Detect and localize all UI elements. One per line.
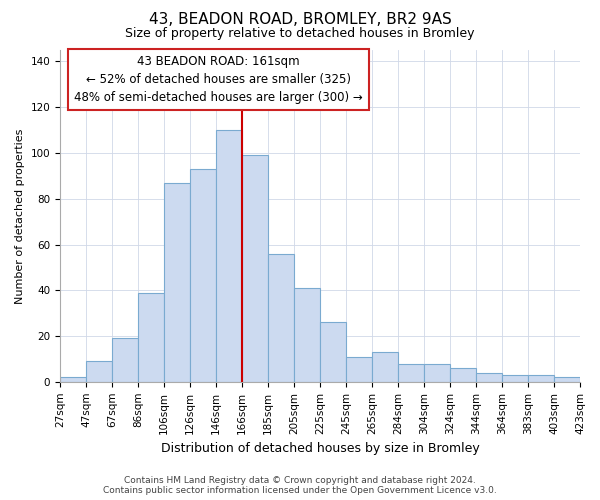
Bar: [60, 377, 86, 382]
Bar: [216, 130, 242, 382]
Bar: [346, 356, 372, 382]
Bar: [138, 292, 164, 382]
X-axis label: Distribution of detached houses by size in Bromley: Distribution of detached houses by size …: [161, 442, 479, 455]
Text: Contains HM Land Registry data © Crown copyright and database right 2024.
Contai: Contains HM Land Registry data © Crown c…: [103, 476, 497, 495]
Bar: [424, 364, 450, 382]
Bar: [190, 169, 216, 382]
Bar: [242, 156, 268, 382]
Text: 43 BEADON ROAD: 161sqm
← 52% of detached houses are smaller (325)
48% of semi-de: 43 BEADON ROAD: 161sqm ← 52% of detached…: [74, 55, 363, 104]
Bar: [294, 288, 320, 382]
Y-axis label: Number of detached properties: Number of detached properties: [15, 128, 25, 304]
Bar: [450, 368, 476, 382]
Bar: [554, 377, 580, 382]
Bar: [164, 182, 190, 382]
Bar: [502, 375, 528, 382]
Bar: [398, 364, 424, 382]
Bar: [372, 352, 398, 382]
Bar: [320, 322, 346, 382]
Text: 43, BEADON ROAD, BROMLEY, BR2 9AS: 43, BEADON ROAD, BROMLEY, BR2 9AS: [149, 12, 451, 28]
Bar: [112, 338, 138, 382]
Bar: [268, 254, 294, 382]
Bar: [86, 361, 112, 382]
Bar: [476, 372, 502, 382]
Text: Size of property relative to detached houses in Bromley: Size of property relative to detached ho…: [125, 28, 475, 40]
Bar: [528, 375, 554, 382]
